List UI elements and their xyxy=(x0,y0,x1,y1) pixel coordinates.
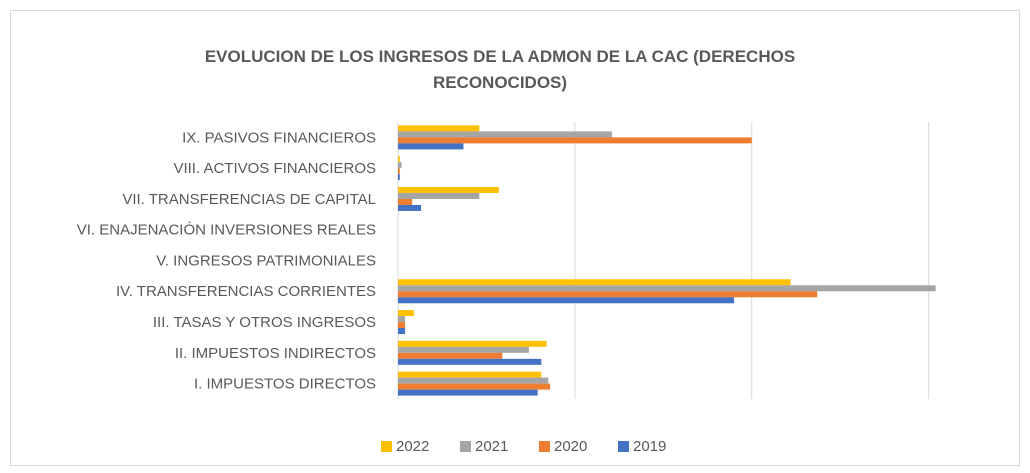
y-tick-label: III. TASAS Y OTROS INGRESOS xyxy=(153,314,376,331)
bar xyxy=(398,279,791,286)
y-tick-label: V. INGRESOS PATRIMONIALES xyxy=(156,252,376,269)
legend-label: 2020 xyxy=(554,438,587,455)
bar xyxy=(398,310,414,317)
chart-title: EVOLUCION DE LOS INGRESOS DE LA ADMON DE… xyxy=(204,47,796,92)
bar xyxy=(398,352,503,359)
y-tick-label: IV. TRANSFERENCIAS CORRIENTES xyxy=(116,283,376,300)
bar xyxy=(398,377,549,384)
y-tick-label: VIII. ACTIVOS FINANCIEROS xyxy=(173,160,376,177)
bar xyxy=(398,131,613,138)
legend-swatch xyxy=(381,441,392,452)
bar xyxy=(398,371,542,378)
bar xyxy=(398,285,936,292)
legend-swatch xyxy=(618,441,629,452)
bar xyxy=(398,156,400,163)
legend-label: 2019 xyxy=(633,438,666,455)
bar xyxy=(398,383,551,390)
bar xyxy=(398,198,413,205)
bar xyxy=(398,162,402,169)
y-tick-label: IX. PASIVOS FINANCIEROS xyxy=(182,129,376,146)
bar xyxy=(398,137,752,144)
bar xyxy=(398,143,464,150)
bar xyxy=(398,168,400,175)
legend-label: 2021 xyxy=(475,438,508,455)
legend-label: 2022 xyxy=(396,438,429,455)
y-tick-label: VII. TRANSFERENCIAS DE CAPITAL xyxy=(122,191,376,208)
bar xyxy=(398,346,529,353)
bar xyxy=(398,328,406,335)
y-tick-label: I. IMPUESTOS DIRECTOS xyxy=(194,376,376,393)
legend-swatch xyxy=(460,441,471,452)
bar xyxy=(398,192,480,199)
bar xyxy=(398,340,547,347)
y-tick-label: II. IMPUESTOS INDIRECTOS xyxy=(175,345,376,362)
bar xyxy=(398,125,480,132)
bar xyxy=(398,297,735,304)
bar xyxy=(398,389,538,396)
bar xyxy=(398,204,421,211)
y-tick-label: VI. ENAJENACIÓN INVERSIONES REALES xyxy=(77,222,376,239)
bar xyxy=(398,291,818,298)
bar xyxy=(398,358,542,365)
bar xyxy=(398,186,499,193)
bar xyxy=(398,322,406,329)
bar xyxy=(398,174,400,181)
legend-swatch xyxy=(539,441,550,452)
bar xyxy=(398,316,406,323)
